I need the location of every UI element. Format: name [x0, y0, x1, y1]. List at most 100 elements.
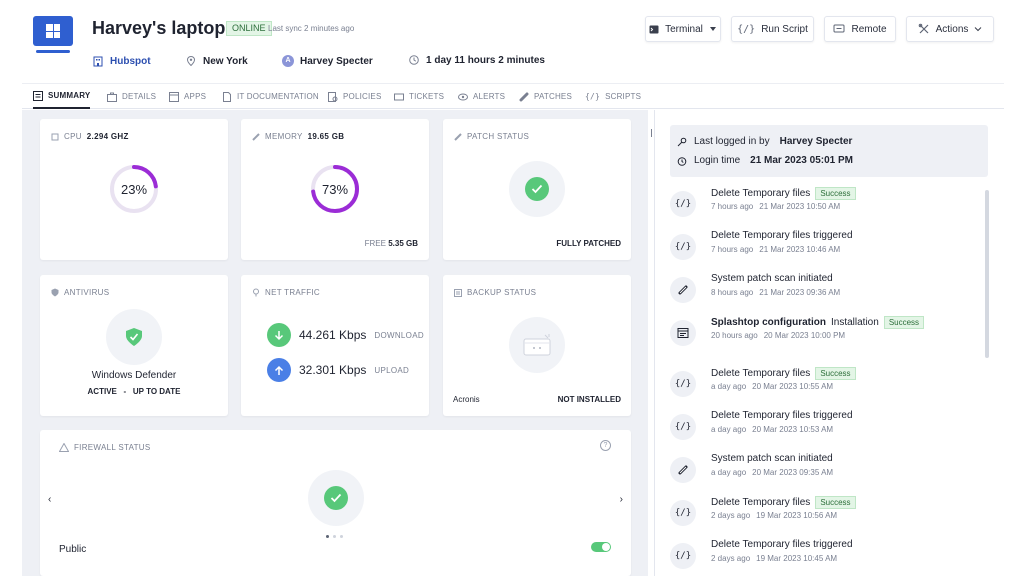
uptime-text: 1 day 11 hours 2 minutes	[426, 54, 545, 66]
remote-label: Remote	[851, 23, 887, 35]
key-icon	[677, 137, 687, 146]
app-window-icon	[670, 320, 696, 346]
eye-icon	[458, 93, 468, 100]
tab-apps[interactable]: APPS	[169, 84, 206, 109]
last-logged-user: Harvey Specter	[779, 136, 853, 147]
tab-scripts-label: SCRIPTS	[605, 92, 642, 101]
upload-arrow-icon	[267, 358, 291, 382]
device-header: Harvey's laptop ONLINE Last sync 2 minut…	[22, 0, 1004, 84]
avatar: A	[282, 55, 294, 67]
download-arrow-icon	[267, 323, 291, 347]
activity-timestamp: 20 Mar 2023 10:00 PM	[763, 331, 846, 340]
chevron-right-icon[interactable]: ›	[619, 494, 623, 505]
activity-item[interactable]: {/} Delete Temporary files Success 2 days a…	[670, 496, 970, 536]
actions-button[interactable]: Actions	[906, 16, 994, 42]
activity-relative-time: a day ago	[711, 425, 747, 434]
apps-icon	[169, 91, 179, 102]
activity-title: Delete Temporary files Success	[711, 187, 856, 200]
user-info[interactable]: A Harvey Specter	[282, 55, 373, 67]
tab-alerts[interactable]: ALERTS	[458, 84, 505, 109]
memory-icon	[252, 132, 260, 141]
terminal-icon	[649, 25, 659, 33]
memory-gauge	[311, 165, 359, 213]
help-icon[interactable]: ?	[600, 440, 611, 451]
backup-icon	[454, 288, 462, 297]
cpu-card: CPU 2.294 GHz 23%	[40, 119, 228, 260]
activity-relative-time: a day ago	[711, 468, 747, 477]
activity-meta: 7 hours ago 21 Mar 2023 10:46 AM	[711, 245, 840, 254]
net-traffic-label: NET TRAFFIC	[252, 288, 320, 297]
user-name: Harvey Specter	[300, 55, 373, 67]
firewall-toggle[interactable]	[591, 542, 611, 552]
location-pin-icon	[253, 288, 259, 297]
device-title: Harvey's laptop	[92, 18, 226, 38]
activity-item[interactable]: Splashtop configuration Installation Succe…	[670, 316, 970, 356]
backup-indicator	[509, 317, 565, 373]
activity-text: Delete Temporary files triggered	[711, 539, 853, 550]
activity-timestamp: 21 Mar 2023 10:46 AM	[759, 245, 841, 254]
activity-meta: a day ago 20 Mar 2023 09:35 AM	[711, 468, 833, 477]
script-icon: {/}	[670, 234, 696, 260]
status-badge: Success	[815, 496, 856, 509]
terminal-button[interactable]: Terminal	[645, 16, 721, 42]
activity-title: Delete Temporary files Success	[711, 367, 856, 380]
activity-title: Delete Temporary files triggered	[711, 230, 853, 241]
patch-status-indicator	[509, 161, 565, 217]
tab-scripts[interactable]: {/} SCRIPTS	[585, 84, 641, 109]
check-icon	[323, 486, 348, 510]
cpu-label: CPU 2.294 GHz	[51, 132, 129, 141]
remote-button[interactable]: Remote	[824, 16, 896, 42]
chevron-left-icon[interactable]: ‹	[48, 494, 52, 505]
activity-timestamp: 20 Mar 2023 10:55 AM	[752, 382, 834, 391]
backup-status-text: NOT INSTALLED	[557, 395, 621, 404]
login-info-box: Last logged in by Harvey Specter Login t…	[670, 125, 988, 177]
firewall-status-card: FIREWALL STATUS ? ‹ › Public	[40, 430, 631, 576]
activity-item[interactable]: {/} Delete Temporary files triggered 2 day…	[670, 539, 970, 576]
download-row: 44.261 Kbps DOWNLOAD	[267, 323, 424, 347]
bandage-icon	[670, 457, 696, 483]
tab-patches[interactable]: PATCHES	[519, 84, 572, 109]
uptime-info: 1 day 11 hours 2 minutes	[408, 54, 545, 66]
firewall-indicator	[307, 470, 364, 526]
tab-it-documentation[interactable]: IT DOCUMENTATION	[222, 84, 319, 109]
clock-icon	[409, 55, 419, 65]
last-sync-text: Last sync 2 minutes ago	[268, 24, 355, 33]
company-link[interactable]: Hubspot	[92, 55, 151, 67]
tab-summary[interactable]: SUMMARY	[33, 84, 91, 109]
activity-text: Delete Temporary files	[711, 188, 811, 199]
activity-text: Delete Temporary files triggered	[711, 410, 853, 421]
tab-patches-label: PATCHES	[534, 92, 572, 101]
antivirus-state: ACTIVE - UP TO DATE	[87, 387, 181, 396]
company-name: Hubspot	[110, 55, 151, 67]
run-script-button[interactable]: {/} Run Script	[731, 16, 814, 42]
cpu-gauge	[110, 165, 158, 213]
location-info: New York	[185, 55, 248, 67]
caret-down-icon	[709, 27, 716, 31]
activity-subject: Splashtop configuration	[711, 317, 826, 328]
activity-item[interactable]: System patch scan initiated 8 hours ago 21…	[670, 273, 970, 313]
carousel-dots[interactable]	[325, 535, 343, 538]
script-icon: {/}	[670, 371, 696, 397]
activity-title: System patch scan initiated	[711, 453, 833, 464]
tab-tickets[interactable]: TICKETS	[394, 84, 444, 109]
activity-item[interactable]: {/} Delete Temporary files Success 7 hours …	[670, 187, 970, 227]
activity-item[interactable]: {/} Delete Temporary files Success a day ag…	[670, 367, 970, 407]
activity-timestamp: 20 Mar 2023 09:35 AM	[752, 468, 834, 477]
firewall-profile-label: Public	[59, 544, 87, 555]
activity-item[interactable]: {/} Delete Temporary files triggered a day…	[670, 410, 970, 450]
alarm-clock-icon	[677, 156, 687, 166]
activity-meta: a day ago 20 Mar 2023 10:55 AM	[711, 382, 833, 391]
activity-scrollbar[interactable]	[985, 190, 989, 358]
tab-details[interactable]: DETAILS	[107, 84, 156, 109]
laptop-base-icon	[36, 50, 70, 53]
activity-item[interactable]: System patch scan initiated a day ago 20 M…	[670, 453, 970, 493]
activity-text: Delete Temporary files	[711, 497, 811, 508]
antivirus-indicator	[106, 309, 162, 365]
activity-relative-time: a day ago	[711, 382, 747, 391]
cpu-speed: 2.294 GHz	[86, 132, 129, 141]
activity-item[interactable]: {/} Delete Temporary files triggered 7 hou…	[670, 230, 970, 270]
tab-policies[interactable]: POLICIES	[328, 84, 382, 109]
script-icon: {/}	[670, 543, 696, 569]
backup-status-label: BACKUP STATUS	[454, 288, 536, 297]
